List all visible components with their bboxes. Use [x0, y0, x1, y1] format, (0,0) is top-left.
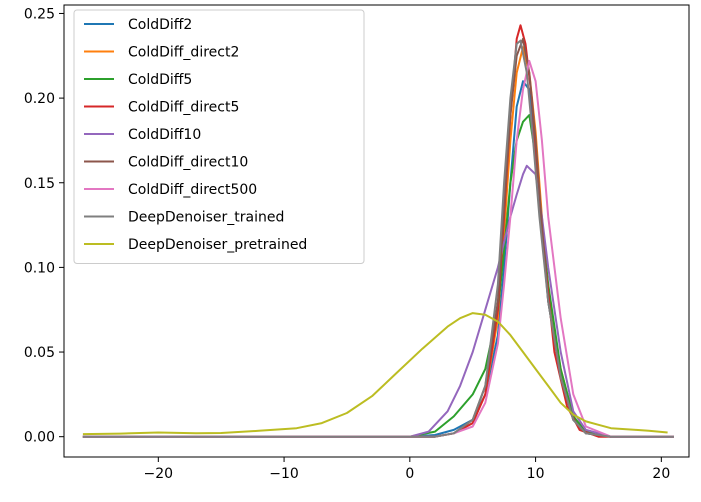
series-line-deepdenoiser-pretrained	[82, 312, 668, 436]
series-line-colddiff5	[82, 114, 674, 438]
legend-label: ColdDiff_direct2	[128, 45, 239, 61]
y-tick-label: 0.25	[24, 6, 55, 22]
legend: ColdDiff2 ColdDiff_direct2 ColdDiff5 ColdDi…	[73, 9, 365, 264]
y-tick-label: 0.05	[24, 345, 55, 361]
legend-label: ColdDiff5	[128, 72, 192, 88]
x-axis: −20 −10 0 10 20	[144, 457, 670, 482]
legend-label: DeepDenoiser_pretrained	[128, 237, 307, 253]
x-tick-label: 10	[527, 466, 545, 482]
legend-label: DeepDenoiser_trained	[128, 210, 284, 226]
y-tick-label: 0.10	[24, 260, 55, 276]
legend-label: ColdDiff_direct500	[128, 182, 257, 198]
legend-label: ColdDiff_direct10	[128, 155, 248, 171]
legend-label: ColdDiff10	[128, 127, 201, 143]
y-tick-label: 0.20	[24, 91, 55, 107]
legend-label: ColdDiff_direct5	[128, 100, 239, 116]
legend-label: ColdDiff2	[128, 17, 192, 33]
x-tick-label: 20	[652, 466, 670, 482]
y-axis: 0.00 0.05 0.10 0.15 0.20 0.25	[24, 6, 64, 446]
x-tick-label: −10	[269, 466, 299, 482]
plot-frame	[63, 4, 690, 458]
y-tick-label: 0.00	[24, 430, 55, 446]
series-line-colddiff10	[82, 164, 674, 438]
y-tick-label: 0.15	[24, 176, 55, 192]
x-tick-label: 0	[405, 466, 414, 482]
series-layer	[82, 24, 674, 438]
legend-box	[73, 9, 365, 264]
x-tick-label: −20	[144, 466, 174, 482]
